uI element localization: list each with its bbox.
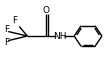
Text: O: O	[42, 6, 49, 15]
Text: F: F	[4, 25, 9, 34]
Text: F: F	[4, 38, 9, 47]
Text: F: F	[13, 16, 18, 25]
Text: NH: NH	[54, 32, 67, 41]
